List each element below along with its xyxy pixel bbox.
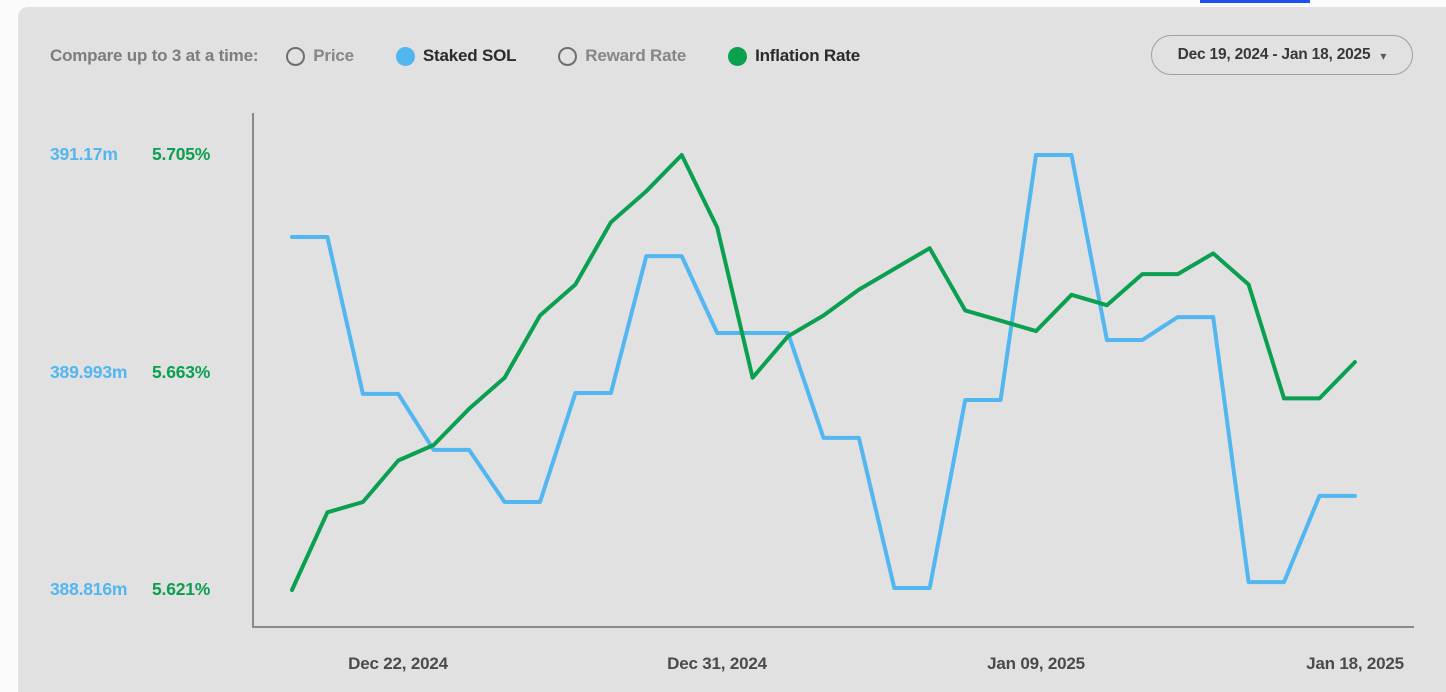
inflation-rate-line: [290, 153, 1357, 592]
legend-item-label: Reward Rate: [585, 46, 687, 65]
date-range-selector[interactable]: Dec 19, 2024 - Jan 18, 2025 ▾: [1151, 35, 1413, 75]
x-tick-date: Jan 09, 2025: [987, 654, 1085, 673]
date-range-label: Dec 19, 2024 - Jan 18, 2025: [1177, 46, 1371, 63]
metric-legend: Price Staked SOL Reward Rate Inflation Rate: [286, 46, 860, 66]
radio-selected-icon: [395, 46, 415, 66]
legend-item-label: Price: [313, 46, 354, 65]
y-tick-inflation-rate: 5.621%: [152, 579, 211, 599]
x-tick-date: Dec 31, 2024: [667, 654, 767, 673]
y-tick-inflation-rate: 5.705%: [152, 144, 211, 164]
compare-label: Compare up to 3 at a time:: [50, 46, 259, 65]
y-axis-line: [252, 113, 254, 628]
legend-item-inflation-rate[interactable]: Inflation Rate: [728, 46, 860, 66]
chart-panel: [18, 7, 1446, 692]
chevron-down-icon: ▾: [1380, 49, 1387, 63]
staked-sol-line: [290, 153, 1357, 590]
y-tick-staked-sol: 389.993m: [50, 361, 128, 382]
toolbar: Compare up to 3 at a time: Price Staked S…: [50, 36, 860, 76]
legend-item-reward-rate[interactable]: Reward Rate: [558, 46, 686, 66]
x-tick-date: Jan 18, 2025: [1306, 654, 1404, 673]
x-tick-date: Dec 22, 2024: [348, 654, 448, 673]
radio-unselected-icon: [286, 46, 306, 66]
legend-item-label: Inflation Rate: [755, 46, 860, 65]
legend-item-staked-sol[interactable]: Staked SOL: [395, 46, 517, 66]
y-tick-staked-sol: 388.816m: [50, 579, 128, 599]
legend-item-price[interactable]: Price: [286, 46, 354, 66]
top-accent-bar: [1200, 0, 1310, 3]
x-axis-line: [252, 626, 1414, 628]
legend-item-label: Staked SOL: [422, 46, 517, 65]
radio-selected-icon: [728, 46, 748, 66]
y-tick-inflation-rate: 5.663%: [152, 361, 211, 382]
radio-unselected-icon: [558, 46, 578, 66]
y-tick-staked-sol: 391.17m: [50, 144, 118, 164]
